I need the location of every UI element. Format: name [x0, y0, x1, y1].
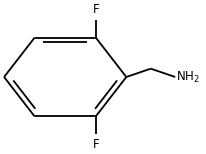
- Text: F: F: [92, 3, 99, 16]
- Text: F: F: [92, 138, 99, 151]
- Text: NH$_2$: NH$_2$: [176, 69, 200, 85]
